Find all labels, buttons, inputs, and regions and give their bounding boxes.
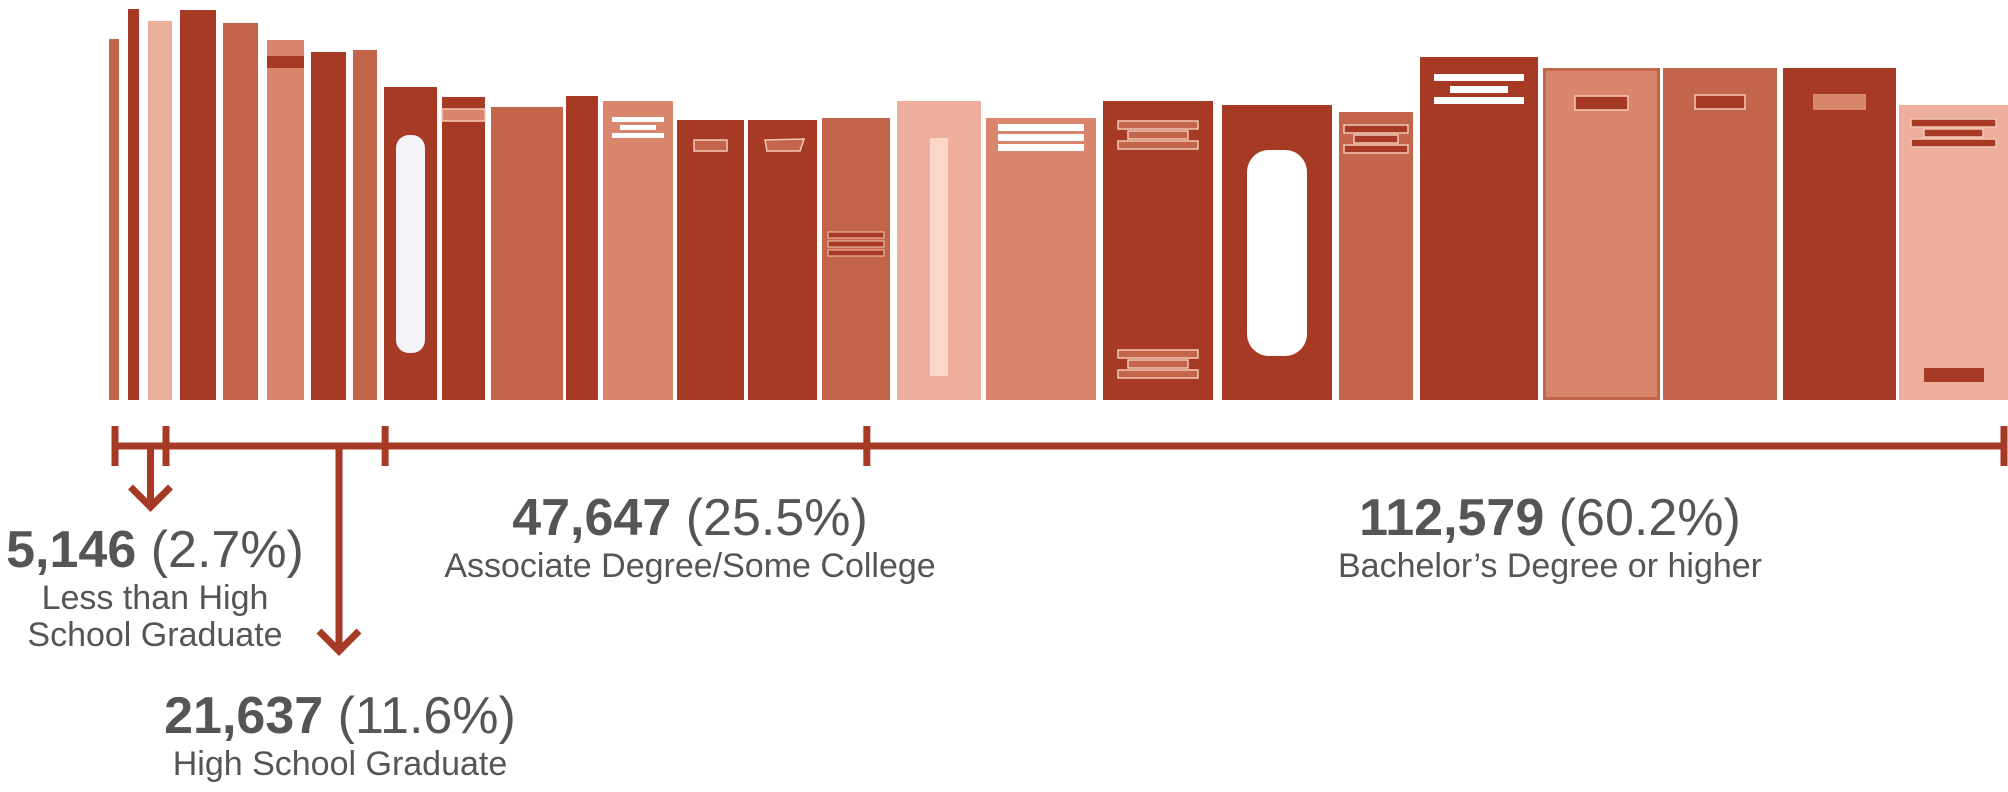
book-spine xyxy=(148,21,172,400)
book-spine xyxy=(1783,68,1896,400)
value-label: 5,146 xyxy=(6,521,137,579)
book-spine xyxy=(384,87,437,400)
book-spine xyxy=(1543,68,1660,400)
book-spine xyxy=(441,97,486,400)
category-label-line: Less than High xyxy=(41,579,269,617)
book-spine xyxy=(267,40,304,400)
value-label: 112,579 xyxy=(1359,489,1545,547)
percent-label: (60.2%) xyxy=(1558,489,1741,547)
book-spine xyxy=(223,23,258,400)
label-less-than-high-school: 5,146 (2.7%) Less than High School Gradu… xyxy=(0,520,310,654)
book-spine xyxy=(128,9,139,400)
label-high-school-graduate: 21,637 (11.6%) High School Graduate xyxy=(140,686,540,783)
percent-label: (2.7%) xyxy=(150,521,304,579)
book-spines xyxy=(109,9,2008,400)
book-spine xyxy=(986,118,1096,400)
arrow-less-than-high-school xyxy=(128,446,173,512)
bracket-scale xyxy=(111,426,2008,656)
book-spine xyxy=(1103,101,1213,400)
value-label: 21,637 xyxy=(164,687,324,745)
book-spine xyxy=(748,120,817,400)
category-label-line: High School Graduate xyxy=(172,745,508,783)
book-spine xyxy=(311,52,346,400)
book-spine xyxy=(353,50,377,400)
book-spine xyxy=(1339,112,1413,400)
book-spine xyxy=(677,120,744,400)
category-label-line: School Graduate xyxy=(27,616,283,654)
book-spine xyxy=(1663,68,1777,400)
book-spine xyxy=(1222,105,1332,400)
category-label-line: Associate Degree/Some College xyxy=(444,547,936,585)
book-spine xyxy=(180,10,216,400)
book-spine xyxy=(603,101,673,400)
book-spine xyxy=(822,118,890,400)
percent-label: (25.5%) xyxy=(685,489,868,547)
book-spine xyxy=(491,107,563,400)
book-spine xyxy=(1899,105,2008,400)
category-label-line: Bachelor’s Degree or higher xyxy=(1338,547,1762,585)
book-spine xyxy=(897,101,981,400)
book-spine xyxy=(1420,57,1538,400)
arrow-high-school-graduate xyxy=(316,446,362,656)
value-label: 47,647 xyxy=(512,489,672,547)
book-spine xyxy=(566,96,598,400)
label-associate-degree: 47,647 (25.5%) Associate Degree/Some Col… xyxy=(400,488,980,585)
book-spine xyxy=(109,39,119,400)
label-bachelors-degree: 112,579 (60.2%) Bachelor’s Degree or hig… xyxy=(1290,488,1810,585)
percent-label: (11.6%) xyxy=(337,687,516,745)
